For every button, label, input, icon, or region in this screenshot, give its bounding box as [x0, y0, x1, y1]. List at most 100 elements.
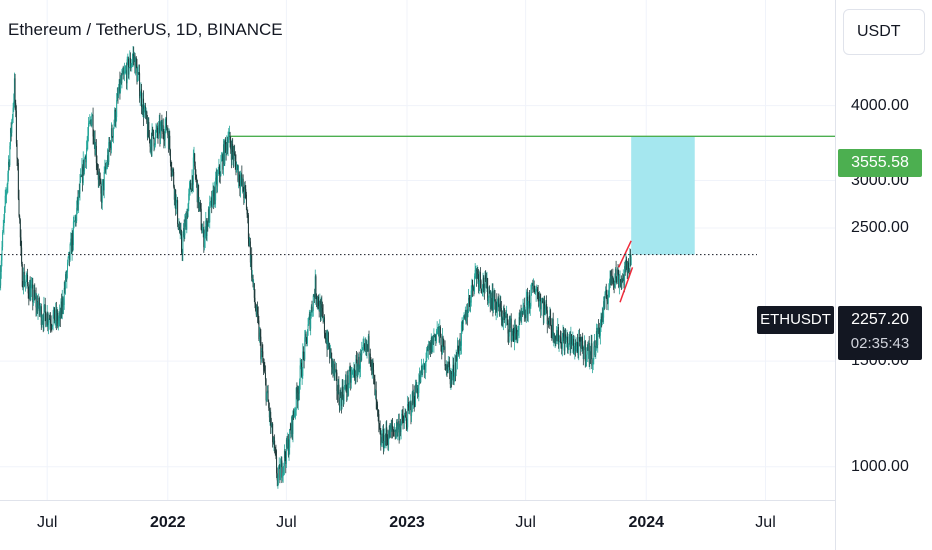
- candle-body: [255, 310, 257, 315]
- candle-body: [404, 415, 406, 419]
- candle: [371, 359, 373, 376]
- candle: [526, 291, 528, 306]
- candle: [197, 182, 199, 203]
- candle: [415, 379, 417, 408]
- candle: [156, 124, 158, 133]
- candle-body: [517, 331, 519, 342]
- candle: [373, 374, 375, 385]
- candle: [525, 289, 527, 323]
- candle: [518, 312, 520, 339]
- candle-body: [395, 431, 397, 437]
- candle-body: [318, 296, 320, 306]
- candle-body: [39, 310, 41, 312]
- candle-body: [436, 331, 438, 341]
- candle-body: [415, 384, 417, 393]
- candle-body: [519, 317, 521, 320]
- candle-body: [136, 65, 138, 82]
- candle-body: [629, 254, 631, 272]
- candle-body: [128, 67, 130, 75]
- candle-body: [285, 439, 287, 464]
- candle-body: [211, 190, 213, 208]
- price-tick-label: 4000.00: [851, 96, 909, 114]
- candle: [592, 357, 594, 371]
- candle-body: [597, 327, 599, 333]
- candle: [38, 296, 40, 317]
- candle: [209, 195, 211, 229]
- candle-body: [109, 142, 111, 147]
- candle: [216, 169, 218, 194]
- time-tick-label: 2022: [149, 514, 186, 531]
- candle: [590, 334, 592, 360]
- candle: [343, 380, 345, 405]
- candle: [434, 333, 436, 342]
- candle-body: [491, 291, 493, 309]
- candle-body: [432, 336, 434, 353]
- candle-body: [622, 274, 624, 281]
- candle-body: [160, 126, 162, 139]
- candle-body: [148, 137, 150, 140]
- candle: [293, 408, 295, 420]
- candle-body: [299, 365, 301, 382]
- candle: [431, 336, 433, 354]
- candle: [468, 288, 470, 313]
- candle: [240, 172, 242, 186]
- candle-body: [424, 365, 426, 371]
- candle: [187, 202, 189, 218]
- candle-body: [628, 262, 630, 269]
- candle: [554, 335, 556, 349]
- candle-body: [44, 304, 46, 306]
- candle-body: [624, 266, 626, 269]
- candle: [528, 292, 530, 309]
- candle: [161, 114, 163, 139]
- candle-body: [55, 309, 57, 322]
- candle-body: [386, 427, 388, 438]
- candle: [27, 282, 29, 299]
- candle: [529, 289, 531, 314]
- candle-body: [448, 361, 450, 365]
- candle-body: [7, 173, 9, 185]
- candle-body: [195, 175, 197, 178]
- candle-body: [95, 145, 97, 164]
- candle: [82, 151, 84, 186]
- currency-button[interactable]: USDT: [843, 9, 925, 55]
- candle: [191, 169, 193, 194]
- candle-body: [363, 344, 365, 346]
- candle: [339, 397, 341, 413]
- candle-body: [425, 361, 427, 367]
- candle: [506, 313, 508, 326]
- candle-body: [301, 375, 303, 378]
- candle-body: [315, 276, 317, 298]
- candle-body: [548, 323, 550, 325]
- candle: [152, 129, 154, 140]
- candle: [59, 307, 61, 328]
- candle: [51, 325, 53, 330]
- candle: [499, 294, 501, 317]
- candle-body: [438, 326, 440, 338]
- candle-body: [156, 126, 158, 131]
- candle: [89, 114, 91, 127]
- candle-body: [13, 78, 15, 102]
- candle-body: [325, 336, 327, 343]
- candle-body: [358, 356, 360, 372]
- candle-body: [9, 145, 11, 166]
- candle-body: [363, 344, 365, 347]
- candle-body: [563, 333, 565, 337]
- candle: [76, 200, 78, 224]
- candle-body: [565, 334, 567, 343]
- candle-body: [281, 460, 283, 478]
- candle: [613, 280, 615, 294]
- candle: [167, 131, 169, 153]
- candle-body: [567, 343, 569, 349]
- candle-body: [554, 336, 556, 343]
- candle-body: [346, 375, 348, 393]
- candle-body: [15, 103, 17, 111]
- candle-body: [525, 314, 527, 318]
- candle-body: [108, 142, 110, 147]
- candle-body: [120, 80, 122, 92]
- candle-body: [163, 133, 165, 140]
- candle-body: [543, 301, 545, 317]
- candle: [483, 275, 485, 293]
- candle-body: [433, 335, 435, 344]
- candle-body: [479, 272, 481, 282]
